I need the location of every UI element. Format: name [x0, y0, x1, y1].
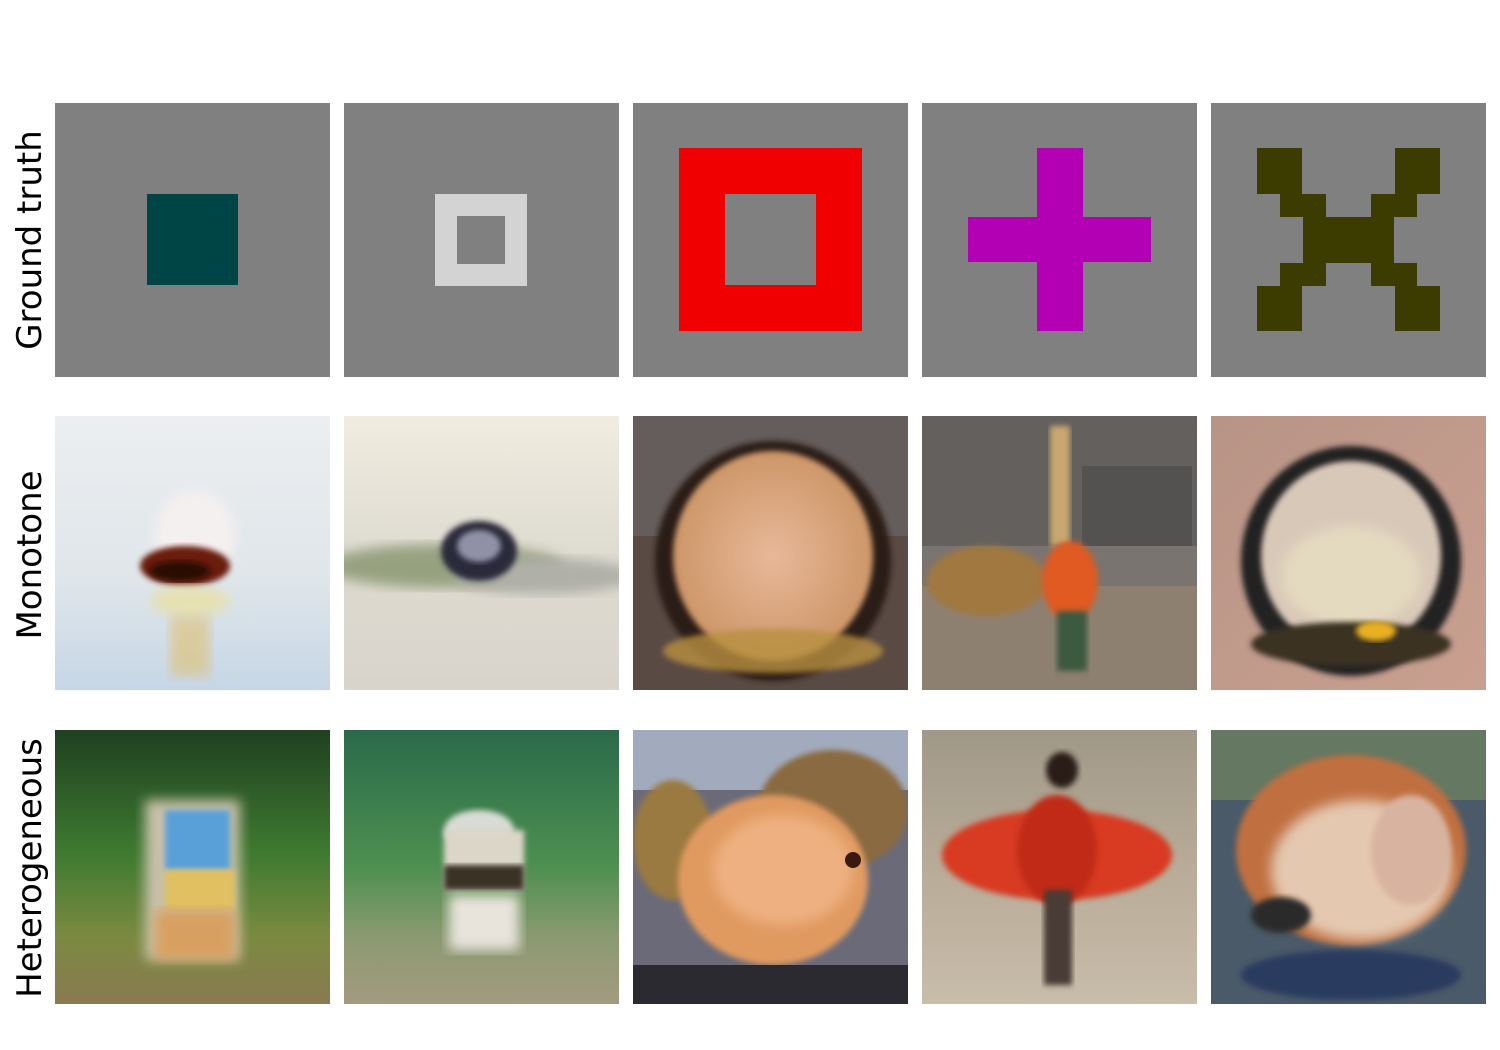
heterogeneous-reconstruction-3	[633, 730, 908, 1004]
ground-truth-panel-x	[1211, 103, 1486, 377]
row-label-heterogeneous: Heterogeneous	[10, 738, 50, 998]
heterogeneous-reconstruction-2	[344, 730, 619, 1004]
monotone-reconstruction-3	[633, 416, 908, 690]
magenta-plus-shape	[968, 148, 1151, 331]
ground-truth-panel-large-ring	[633, 103, 908, 377]
row-label-monotone: Monotone	[10, 470, 50, 640]
heterogeneous-reconstruction-4	[922, 730, 1197, 1004]
monotone-reconstruction-4	[922, 416, 1197, 690]
olive-x-shape	[1257, 148, 1440, 331]
teal-square-shape	[147, 194, 238, 285]
light-gray-ring-shape	[435, 194, 527, 286]
monotone-reconstruction-2	[344, 416, 619, 690]
monotone-reconstruction-1	[55, 416, 330, 690]
row-label-ground-truth: Ground truth	[10, 130, 50, 350]
heterogeneous-reconstruction-1	[55, 730, 330, 1004]
red-ring-shape	[679, 148, 862, 331]
monotone-reconstruction-5	[1211, 416, 1486, 690]
ground-truth-panel-square	[55, 103, 330, 377]
heterogeneous-reconstruction-5	[1211, 730, 1486, 1004]
ground-truth-panel-plus	[922, 103, 1197, 377]
ground-truth-panel-small-ring	[344, 103, 619, 377]
